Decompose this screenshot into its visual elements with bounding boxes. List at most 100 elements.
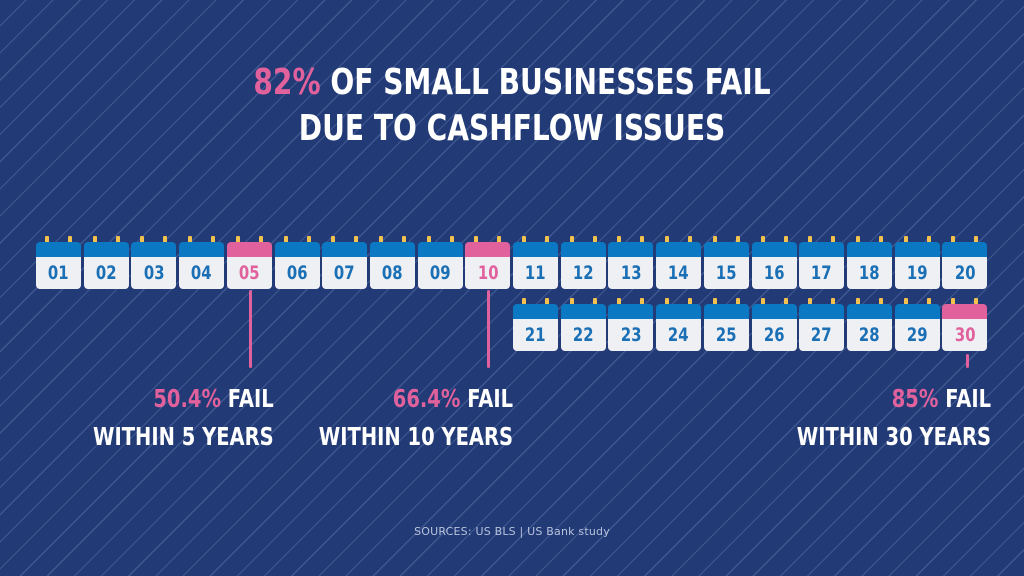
calendar-ring-icon <box>855 236 860 247</box>
calendar-icon-04: 04 <box>179 236 225 289</box>
calendar-ring-icon <box>474 236 479 247</box>
calendar-body: 21 <box>513 319 558 351</box>
calendar-number: 10 <box>477 262 499 284</box>
calendar-icon-28: 28 <box>846 298 892 351</box>
calendar-number: 16 <box>763 262 785 284</box>
calendar-ring-icon <box>235 236 240 247</box>
calendar-ring-icon <box>712 298 717 309</box>
calendar-ring-icon <box>903 236 908 247</box>
pointer-stem-30-years <box>966 354 969 368</box>
calendar-header <box>608 242 654 257</box>
calendar-ring-icon <box>522 236 526 247</box>
callout-period: WITHIN 10 YEARS <box>318 422 513 451</box>
calendar-ring-icon <box>283 236 288 247</box>
calendar-ring-icon <box>903 298 908 309</box>
calendar-ring-icon <box>306 236 311 247</box>
calendar-body: 05 <box>226 257 272 289</box>
calendar-icon-09: 09 <box>417 236 463 289</box>
calendar-header <box>83 242 129 257</box>
calendar-ring-icon <box>449 236 454 247</box>
calendar-number: 01 <box>48 262 69 284</box>
calendar-number: 05 <box>238 262 260 284</box>
calendar-number: 21 <box>525 324 546 346</box>
calendar-ring-icon <box>569 298 574 309</box>
calendar-number: 24 <box>668 324 689 346</box>
calendar-icon-11: 11 <box>513 236 558 289</box>
calendar-number: 19 <box>906 262 928 284</box>
calendar-icon-17: 17 <box>799 236 845 289</box>
calendar-icon-19: 19 <box>894 236 940 289</box>
calendar-icon-18: 18 <box>846 236 892 289</box>
callout-fail: FAIL <box>460 384 513 413</box>
callout-5-years: 50.4% FAIL WITHIN 5 YEARS <box>42 380 274 456</box>
calendar-ring-icon <box>831 236 836 247</box>
calendar-header <box>894 304 940 319</box>
calendar-ring-icon <box>115 236 120 247</box>
calendar-icon-29: 29 <box>894 298 940 351</box>
calendar-ring-icon <box>401 236 406 247</box>
calendar-header <box>513 304 558 319</box>
calendar-header <box>417 242 463 257</box>
calendar-ring-icon <box>545 298 549 309</box>
calendar-header <box>703 242 749 257</box>
calendar-ring-icon <box>545 236 549 247</box>
calendar-ring-icon <box>808 298 813 309</box>
calendar-icon-30: 30 <box>942 298 988 351</box>
calendar-number: 11 <box>525 262 546 284</box>
calendar-number: 13 <box>620 262 642 284</box>
calendar-number: 14 <box>668 262 689 284</box>
calendar-body: 30 <box>942 319 988 351</box>
calendar-ring-icon <box>735 236 740 247</box>
calendar-header <box>608 304 654 319</box>
calendar-body: 08 <box>369 257 415 289</box>
calendar-number: 20 <box>954 262 976 284</box>
calendar-number: 09 <box>429 262 451 284</box>
calendar-ring-icon <box>688 298 693 309</box>
calendar-ring-icon <box>211 236 216 247</box>
calendar-ring-icon <box>831 298 836 309</box>
calendar-body: 02 <box>83 257 129 289</box>
calendar-header <box>894 242 940 257</box>
calendar-body: 11 <box>513 257 558 289</box>
title-line-2: DUE TO CASHFLOW ISSUES <box>298 108 726 149</box>
calendar-number: 06 <box>286 262 308 284</box>
calendar-number: 04 <box>191 262 212 284</box>
title-highlight: 82% <box>253 62 321 103</box>
calendar-body: 23 <box>608 319 654 351</box>
calendar-icon-27: 27 <box>799 298 845 351</box>
calendar-header <box>799 242 845 257</box>
pointer-stem-5-years <box>249 290 252 368</box>
calendar-body: 13 <box>608 257 654 289</box>
calendar-body: 28 <box>846 319 892 351</box>
calendar-icon-03: 03 <box>131 236 177 289</box>
calendar-header <box>465 242 511 257</box>
calendar-body: 27 <box>799 319 845 351</box>
calendar-body: 15 <box>703 257 749 289</box>
calendar-body: 07 <box>322 257 368 289</box>
calendar-icon-14: 14 <box>656 236 702 289</box>
callout-period: WITHIN 30 YEARS <box>796 422 991 451</box>
calendar-body: 18 <box>846 257 892 289</box>
calendar-body: 03 <box>131 257 177 289</box>
calendar-header <box>656 304 702 319</box>
callout-percent: 85% <box>891 384 939 413</box>
calendar-ring-icon <box>951 298 956 309</box>
calendar-number: 28 <box>859 324 880 346</box>
calendar-body: 29 <box>894 319 940 351</box>
calendar-icon-10: 10 <box>465 236 511 289</box>
calendar-ring-icon <box>426 236 431 247</box>
calendar-icon-13: 13 <box>608 236 654 289</box>
calendar-body: 16 <box>751 257 797 289</box>
callout-percent: 66.4% <box>392 384 461 413</box>
sources-footnote: SOURCES: US BLS | US Bank study <box>414 525 610 538</box>
calendar-ring-icon <box>760 298 765 309</box>
pointer-stem-10-years <box>487 290 490 368</box>
calendar-ring-icon <box>258 236 263 247</box>
calendar-number: 08 <box>382 262 403 284</box>
calendar-header <box>846 304 892 319</box>
calendar-number: 27 <box>811 324 832 346</box>
calendar-ring-icon <box>68 236 72 247</box>
calendar-header <box>799 304 845 319</box>
calendar-ring-icon <box>783 236 788 247</box>
calendar-icon-22: 22 <box>560 298 606 351</box>
